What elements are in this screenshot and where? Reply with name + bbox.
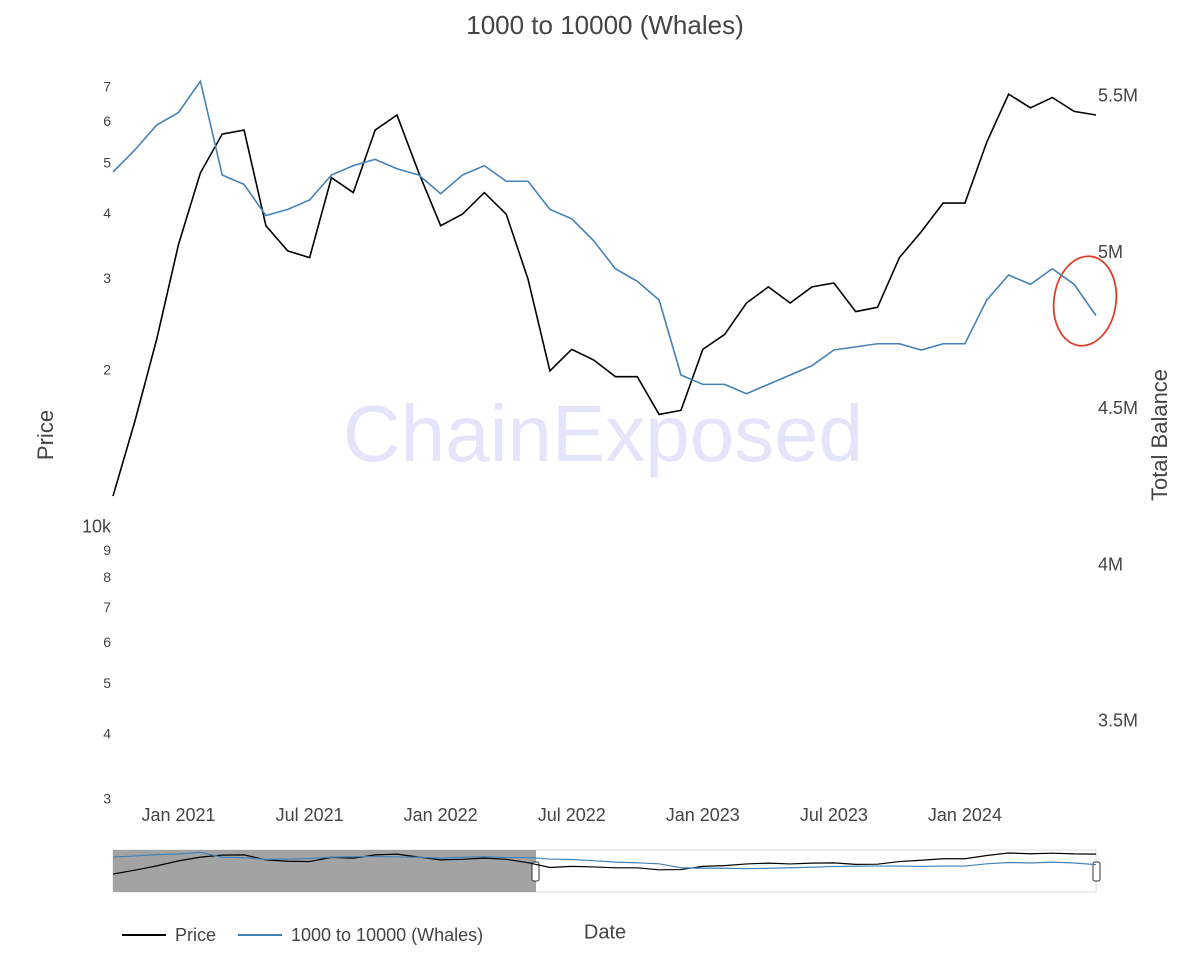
y-tick-label: 4 bbox=[103, 205, 111, 221]
legend-label: 1000 to 10000 (Whales) bbox=[291, 925, 483, 945]
y-tick-label: 7 bbox=[103, 599, 111, 615]
y-tick-label: 8 bbox=[103, 569, 111, 585]
legend-label: Price bbox=[175, 925, 216, 945]
chart-title: 1000 to 10000 (Whales) bbox=[466, 10, 744, 40]
x-axis-title: Date bbox=[584, 921, 626, 943]
watermark: ChainExposed bbox=[343, 389, 863, 478]
y-tick-label: 2 bbox=[103, 362, 111, 378]
x-tick-label: Jul 2021 bbox=[276, 805, 344, 825]
y2-tick-label: 5M bbox=[1098, 242, 1123, 262]
y-tick-label: 6 bbox=[103, 113, 111, 129]
y2-tick-label: 5.5M bbox=[1098, 86, 1138, 106]
y2-tick-label: 4M bbox=[1098, 554, 1123, 574]
y-tick-label: 7 bbox=[103, 78, 111, 94]
range-handle[interactable] bbox=[531, 861, 540, 882]
range-handle[interactable] bbox=[1092, 861, 1101, 882]
y2-tick-label: 4.5M bbox=[1098, 398, 1138, 418]
y-tick-label: 10k bbox=[82, 516, 112, 536]
x-tick-label: Jan 2021 bbox=[141, 805, 215, 825]
y2-axis-title: Total Balance bbox=[1147, 369, 1172, 501]
y2-tick-label: 3.5M bbox=[1098, 711, 1138, 731]
x-tick-label: Jul 2022 bbox=[538, 805, 606, 825]
x-tick-label: Jan 2024 bbox=[928, 805, 1002, 825]
series-line bbox=[112, 92, 1097, 497]
y-tick-label: 6 bbox=[103, 634, 111, 650]
y-axis-title: Price bbox=[33, 410, 58, 460]
y-tick-label: 3 bbox=[103, 791, 111, 807]
y-tick-label: 4 bbox=[103, 726, 111, 742]
y-tick-label: 5 bbox=[103, 154, 111, 170]
y-tick-label: 5 bbox=[103, 675, 111, 691]
annotation-circle bbox=[1052, 255, 1118, 347]
y-tick-label: 9 bbox=[103, 542, 111, 558]
y-tick-label: 3 bbox=[103, 270, 111, 286]
slider-line bbox=[112, 851, 1097, 870]
x-tick-label: Jul 2023 bbox=[800, 805, 868, 825]
x-tick-label: Jan 2022 bbox=[404, 805, 478, 825]
slider-line bbox=[112, 852, 1097, 875]
series-line bbox=[112, 79, 1097, 395]
range-selection[interactable] bbox=[113, 850, 536, 892]
x-tick-label: Jan 2023 bbox=[666, 805, 740, 825]
